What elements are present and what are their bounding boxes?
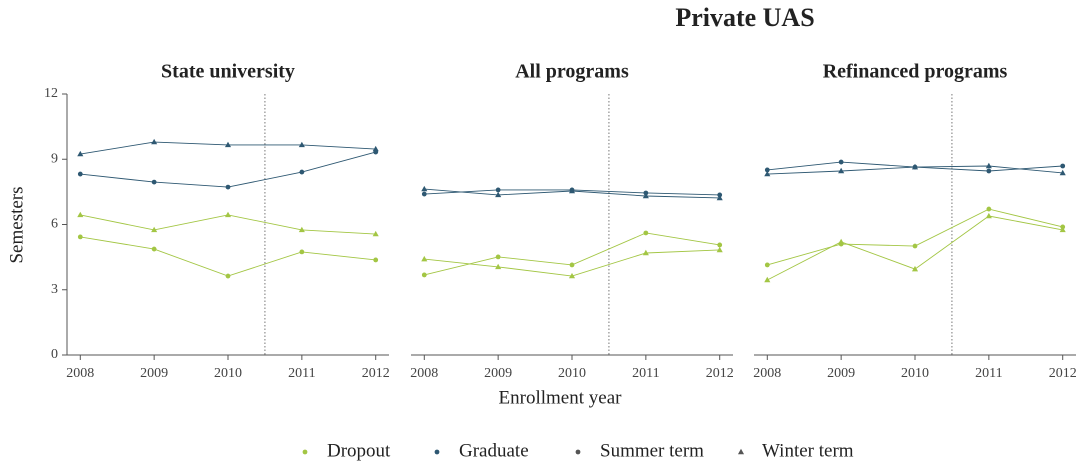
data-point	[1059, 169, 1066, 176]
data-point	[716, 246, 723, 253]
x-tick-label: 2011	[975, 366, 1002, 381]
x-tick-label: 2008	[66, 366, 94, 381]
data-point	[568, 187, 576, 194]
y-tick-label: 3	[51, 282, 58, 297]
series-line	[80, 236, 376, 277]
x-tick-label: 2008	[410, 366, 438, 381]
x-tick-label: 2012	[706, 366, 734, 381]
data-point	[224, 141, 232, 148]
data-point	[642, 192, 649, 199]
x-tick-label: 2009	[827, 366, 855, 381]
data-point	[151, 226, 158, 233]
data-point	[373, 257, 379, 263]
data-point	[838, 159, 844, 165]
series-line	[424, 232, 720, 276]
y-axis-label: Semesters	[6, 186, 27, 263]
legend-label: Winter term	[762, 440, 854, 461]
data-point	[495, 191, 502, 198]
data-point	[764, 276, 771, 283]
data-point	[224, 211, 232, 218]
data-point	[421, 191, 427, 197]
panel-title: State university	[161, 61, 295, 83]
data-point	[77, 150, 84, 157]
data-point	[372, 145, 379, 152]
data-point	[151, 246, 157, 252]
x-tick-label: 2009	[140, 366, 168, 381]
legend-label: Graduate	[459, 440, 529, 461]
data-point	[985, 162, 992, 169]
x-tick-label: 2012	[1049, 366, 1077, 381]
data-point	[421, 272, 427, 278]
data-point	[717, 242, 723, 248]
data-point	[764, 262, 770, 268]
legend-marker	[575, 449, 581, 455]
x-tick-label: 2010	[901, 366, 929, 381]
data-point	[911, 265, 919, 272]
panel-title: All programs	[515, 61, 629, 83]
series-line	[80, 151, 376, 188]
x-tick-label: 2008	[753, 366, 781, 381]
data-point	[985, 212, 992, 219]
data-point	[421, 185, 428, 192]
data-point	[838, 167, 845, 174]
panel-title: Refinanced programs	[823, 61, 1008, 83]
data-point	[151, 179, 157, 185]
y-tick-label: 12	[44, 86, 58, 101]
series-line	[80, 214, 376, 235]
data-point	[1060, 163, 1066, 169]
data-point	[298, 141, 305, 148]
data-point	[838, 238, 845, 245]
x-axis-label: Enrollment year	[499, 387, 623, 408]
data-point	[642, 249, 649, 256]
data-point	[77, 234, 83, 240]
data-point	[986, 168, 992, 174]
data-point	[764, 170, 771, 177]
x-tick-label: 2010	[558, 366, 586, 381]
data-point	[1059, 226, 1066, 233]
data-point	[151, 138, 158, 145]
data-point	[225, 184, 231, 190]
data-point	[495, 263, 502, 270]
x-tick-label: 2011	[288, 366, 315, 381]
data-point	[299, 249, 305, 255]
data-point	[372, 230, 379, 237]
data-point	[912, 243, 918, 249]
data-point	[298, 226, 305, 233]
x-tick-label: 2011	[632, 366, 659, 381]
data-point	[568, 272, 576, 279]
data-point	[911, 163, 919, 170]
data-point	[764, 167, 770, 173]
legend-marker	[737, 448, 745, 455]
data-point	[716, 194, 723, 201]
data-point	[421, 255, 428, 262]
y-tick-label: 6	[51, 217, 58, 232]
x-tick-label: 2009	[484, 366, 512, 381]
data-point	[569, 262, 575, 268]
data-point	[77, 211, 84, 218]
legend-label: Summer term	[600, 440, 704, 461]
y-tick-label: 0	[51, 347, 58, 362]
legend-label: Dropout	[327, 440, 391, 461]
data-point	[495, 187, 501, 193]
y-tick-label: 9	[51, 151, 58, 166]
super-title: Private UAS	[675, 3, 814, 32]
x-tick-label: 2010	[214, 366, 242, 381]
data-point	[986, 206, 992, 212]
series-line	[767, 208, 1063, 266]
data-point	[77, 171, 83, 177]
x-tick-label: 2012	[362, 366, 390, 381]
data-point	[495, 254, 501, 260]
legend-marker	[434, 449, 440, 455]
data-point	[225, 273, 231, 279]
data-point	[643, 230, 649, 236]
data-point	[299, 169, 305, 175]
legend-marker	[302, 449, 308, 455]
